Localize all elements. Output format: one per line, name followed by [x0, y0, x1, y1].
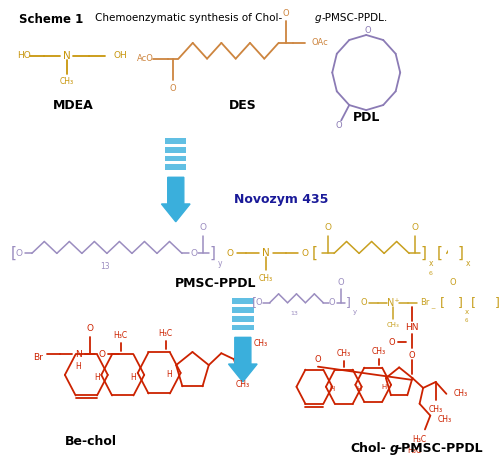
FancyArrow shape — [162, 177, 190, 222]
Text: Be-chol: Be-chol — [65, 435, 117, 447]
Text: H: H — [166, 371, 172, 379]
Text: H₃C: H₃C — [158, 329, 172, 338]
Text: O: O — [411, 223, 418, 232]
Text: N⁺: N⁺ — [386, 298, 400, 308]
Text: 13: 13 — [100, 262, 110, 271]
Text: O: O — [190, 249, 197, 258]
Bar — [232, 324, 254, 330]
Text: ]: ] — [458, 296, 462, 309]
Text: N: N — [63, 51, 70, 61]
Text: O: O — [364, 26, 372, 35]
Text: [: [ — [10, 246, 16, 261]
Text: CH₃: CH₃ — [236, 380, 250, 389]
Text: PMSC-PPDL: PMSC-PPDL — [176, 276, 257, 289]
Text: DES: DES — [229, 99, 256, 112]
Text: H₃C: H₃C — [407, 446, 422, 455]
Text: CH₃: CH₃ — [254, 339, 268, 348]
Text: O: O — [170, 84, 176, 93]
Text: AcO: AcO — [136, 54, 154, 63]
Text: Scheme 1: Scheme 1 — [20, 13, 84, 26]
Text: O: O — [256, 298, 262, 307]
Text: ]: ] — [210, 246, 216, 261]
Text: OH: OH — [113, 51, 127, 60]
Text: CH₃: CH₃ — [428, 405, 442, 414]
Text: Br: Br — [34, 353, 43, 362]
Text: x: x — [428, 259, 433, 268]
Text: g: g — [390, 441, 398, 455]
Text: CH₃: CH₃ — [336, 349, 351, 358]
Text: CH₃: CH₃ — [372, 347, 386, 356]
Text: -PMSC-PPDL.: -PMSC-PPDL. — [322, 13, 388, 23]
Bar — [165, 165, 186, 170]
Text: PDL: PDL — [352, 112, 380, 124]
Bar — [165, 155, 186, 161]
Text: O: O — [16, 249, 23, 258]
Text: y: y — [352, 308, 356, 315]
Text: O: O — [335, 121, 342, 130]
Bar — [232, 307, 254, 313]
Text: 6: 6 — [428, 271, 432, 276]
Text: ]: ] — [346, 296, 351, 309]
Text: [: [ — [440, 296, 444, 309]
FancyArrow shape — [228, 337, 257, 382]
Text: HO: HO — [18, 51, 31, 60]
Text: H: H — [356, 386, 361, 392]
Text: N: N — [75, 350, 82, 359]
Text: O: O — [324, 223, 332, 232]
Text: O: O — [227, 249, 234, 258]
Text: x: x — [466, 259, 470, 268]
Text: N: N — [262, 248, 270, 258]
Text: O: O — [282, 9, 289, 18]
Text: [: [ — [312, 246, 318, 261]
Text: CH₃: CH₃ — [438, 415, 452, 424]
Text: MDEA: MDEA — [52, 99, 94, 112]
Text: CH₃: CH₃ — [454, 389, 468, 399]
Text: g: g — [314, 13, 321, 23]
Text: H₃C: H₃C — [412, 435, 426, 444]
Bar — [165, 138, 186, 143]
Text: Chol-: Chol- — [350, 441, 386, 455]
Text: O: O — [99, 350, 106, 359]
Text: O: O — [329, 298, 336, 307]
Text: [: [ — [471, 296, 476, 309]
Bar — [232, 298, 254, 304]
Text: y: y — [218, 259, 222, 268]
Text: [: [ — [252, 296, 257, 309]
Text: HN: HN — [405, 323, 418, 332]
Text: H: H — [130, 373, 136, 383]
Text: CH₃: CH₃ — [60, 77, 74, 86]
Text: ]: ] — [495, 296, 500, 309]
Text: O: O — [86, 324, 94, 333]
Text: O: O — [314, 355, 322, 364]
Text: H: H — [381, 384, 386, 390]
Text: O: O — [360, 298, 367, 307]
Text: H: H — [330, 386, 334, 392]
Text: O: O — [338, 277, 344, 287]
Text: O: O — [408, 351, 415, 360]
Text: CH₃: CH₃ — [386, 323, 400, 329]
Bar — [232, 316, 254, 322]
Text: 13: 13 — [291, 311, 298, 316]
Text: ⁻: ⁻ — [430, 307, 436, 317]
Text: O: O — [389, 338, 396, 347]
Text: [: [ — [436, 246, 442, 261]
Text: O: O — [450, 277, 456, 287]
Text: H: H — [94, 373, 100, 383]
Text: Novozym 435: Novozym 435 — [234, 192, 328, 206]
Text: O: O — [302, 249, 309, 258]
Text: 6: 6 — [464, 318, 468, 323]
Text: OAc: OAc — [312, 38, 328, 48]
Text: CH₃: CH₃ — [259, 274, 273, 282]
Text: O: O — [200, 223, 207, 232]
Text: Chemoenzymatic synthesis of Chol-: Chemoenzymatic synthesis of Chol- — [96, 13, 282, 23]
Text: ]: ] — [458, 246, 464, 261]
Text: H: H — [76, 362, 81, 371]
Text: ]: ] — [420, 246, 426, 261]
Bar — [165, 147, 186, 153]
Text: H₃C: H₃C — [114, 331, 128, 340]
Text: -PMSC-PPDL: -PMSC-PPDL — [396, 441, 484, 455]
Text: x: x — [464, 308, 468, 315]
Text: Br: Br — [420, 298, 429, 307]
